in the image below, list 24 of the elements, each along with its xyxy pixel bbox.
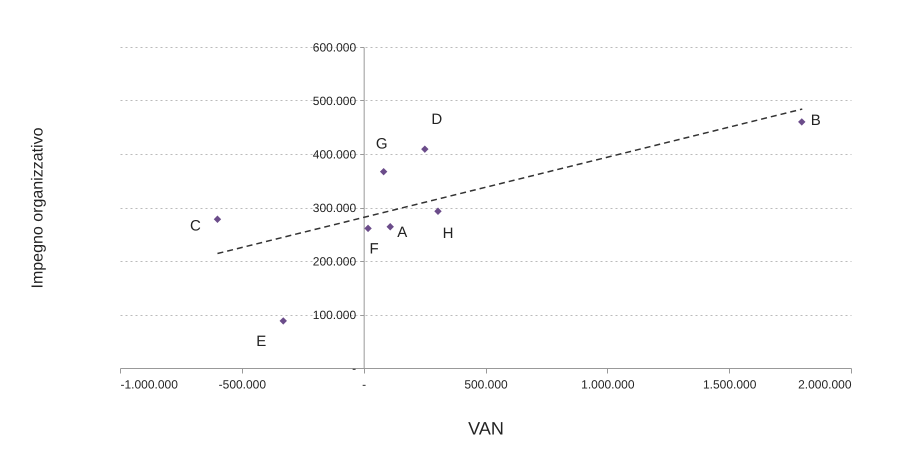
x-tick-label: -1.000.000 xyxy=(120,378,178,392)
annotation: H xyxy=(442,225,454,242)
x-tick-label: - xyxy=(362,378,366,392)
x-tick-label: 2.000.000 xyxy=(798,378,852,392)
annotation: G xyxy=(376,136,388,153)
y-axis-title: Impegno organizzativo xyxy=(30,127,46,288)
y-tick-label: 600.000 xyxy=(312,40,356,54)
annotation: F xyxy=(369,240,379,258)
y-tick-label: - xyxy=(352,362,356,376)
x-tick-label: 1.000.000 xyxy=(581,378,635,392)
annotation: D xyxy=(431,111,442,128)
annotation: B xyxy=(810,112,821,129)
annotation: A xyxy=(397,224,408,241)
x-tick-label: -500.000 xyxy=(218,378,266,392)
y-tick-label: 500.000 xyxy=(312,94,356,108)
y-tick-label: 300.000 xyxy=(312,201,356,215)
x-tick-label: 1.500.000 xyxy=(702,378,757,392)
y-tick-label: 400.000 xyxy=(312,148,356,162)
annotation: E xyxy=(256,332,266,350)
x-tick-label: 500.000 xyxy=(464,378,508,392)
y-tick-label: 200.000 xyxy=(312,254,356,268)
x-axis-title: VAN xyxy=(468,418,504,438)
y-tick-label: 100.000 xyxy=(312,308,356,322)
annotation: C xyxy=(190,217,202,234)
